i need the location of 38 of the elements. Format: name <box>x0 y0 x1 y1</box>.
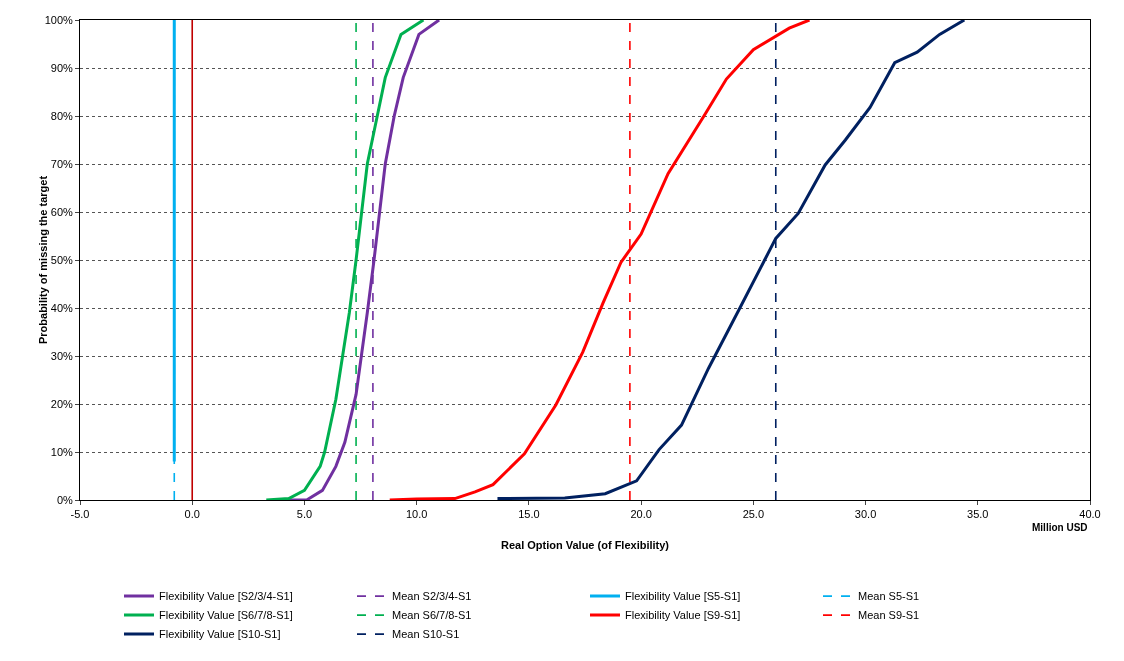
y-tick-label: 0% <box>56 493 74 506</box>
y-tick-label: 90% <box>50 61 73 74</box>
line-series <box>264 20 425 500</box>
y-axis-title: Probability of missing the target <box>36 175 49 345</box>
legend-label: Flexibility Value [S10-S1] <box>159 628 281 641</box>
legend-label: Mean S9-S1 <box>858 609 920 622</box>
legend-label: Mean S10-S1 <box>392 628 460 641</box>
text: Million USD <box>1032 522 1088 533</box>
x-tick-label: 5.0 <box>296 508 313 521</box>
legend-label: Mean S2/3/4-S1 <box>392 590 472 603</box>
legend-label: Flexibility Value [S9-S1] <box>625 609 741 622</box>
legend-label: Flexibility Value [S6/7/8-S1] <box>159 609 293 622</box>
y-tick-label: 100% <box>44 13 74 26</box>
y-tick-label: 60% <box>50 205 73 218</box>
y-tick-label: 70% <box>50 157 73 170</box>
y-tick-label: 80% <box>50 109 73 122</box>
line-series <box>287 20 441 500</box>
x-tick-label: 0.0 <box>184 508 200 521</box>
legend-label: Mean S6/7/8-S1 <box>392 609 472 622</box>
line-series <box>388 20 811 500</box>
y-tick-label: 30% <box>50 349 73 362</box>
x-tick-label: 15.0 <box>518 508 540 521</box>
x-tick-label: -5.0 <box>70 508 90 521</box>
legend-label: Flexibility Value [S5-S1] <box>625 590 741 603</box>
x-tick-label: 20.0 <box>630 508 652 521</box>
line-series <box>495 20 966 500</box>
x-tick-label: 30.0 <box>854 508 877 521</box>
legend-label: Mean S5-S1 <box>858 590 920 603</box>
x-axis-title: Real Option Value (of Flexibility) <box>500 539 670 552</box>
x-tick-label: 35.0 <box>967 508 989 521</box>
x-tick-label: 10.0 <box>405 508 428 521</box>
y-tick-label: 40% <box>50 301 73 314</box>
x-tick-label: 25.0 <box>742 508 765 521</box>
y-tick-label: 10% <box>50 445 73 458</box>
y-tick-label: 20% <box>50 397 73 410</box>
x-tick-label: 40.0 <box>1079 508 1101 521</box>
y-tick-label: 50% <box>50 253 73 266</box>
legend-label: Flexibility Value [S2/3/4-S1] <box>159 590 293 603</box>
